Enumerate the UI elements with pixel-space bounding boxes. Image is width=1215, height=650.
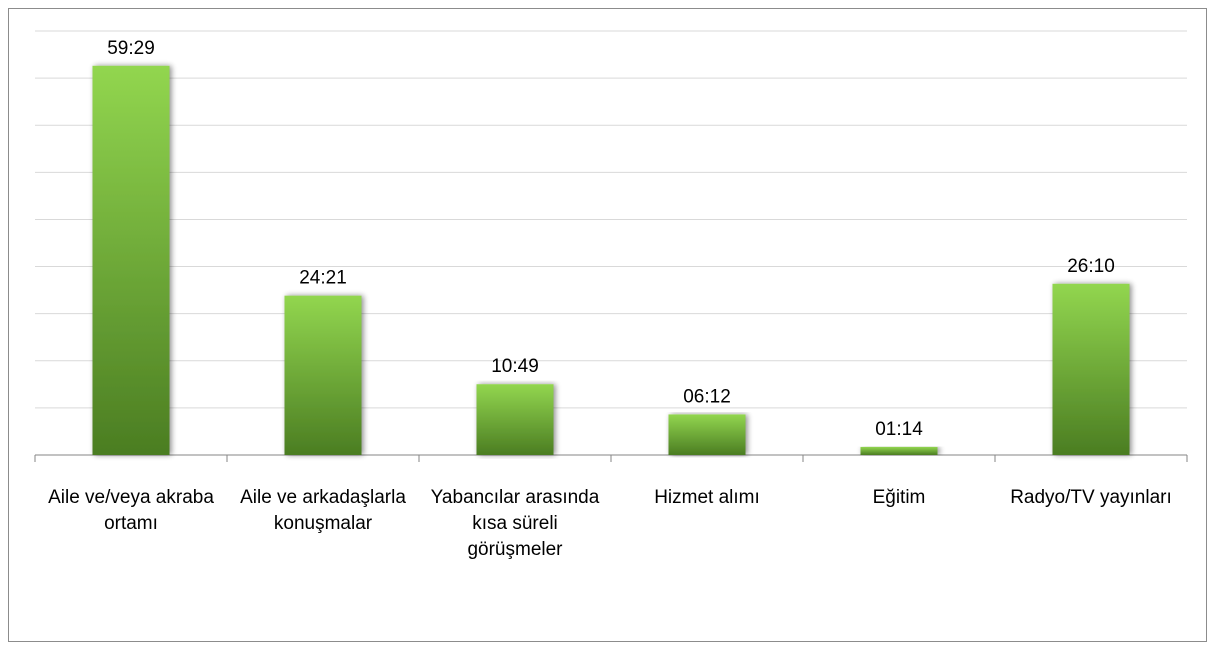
value-label: 26:10 xyxy=(1067,256,1115,277)
x-tick-label: Hizmet alımı xyxy=(654,487,760,508)
value-label: 24:21 xyxy=(299,268,347,289)
value-label: 01:14 xyxy=(875,419,923,440)
bar xyxy=(284,295,362,455)
bar xyxy=(92,65,170,456)
value-label: 59:29 xyxy=(107,38,155,59)
x-tick-label: Eğitim xyxy=(872,487,926,508)
x-tick-label: Yabancılar arasında kısa süreli görüşmel… xyxy=(430,487,600,560)
value-label: 06:12 xyxy=(683,386,731,407)
bar xyxy=(860,446,938,455)
bar xyxy=(1052,283,1130,455)
frame xyxy=(8,8,1207,642)
value-label: 10:49 xyxy=(491,356,539,377)
bar xyxy=(668,414,746,455)
bar xyxy=(476,384,554,455)
x-tick-label: Aile ve arkadaşlarla konuşmalar xyxy=(240,487,406,534)
x-tick-label: Aile ve/veya akraba ortamı xyxy=(48,487,214,534)
x-tick-label: Radyo/TV yayınları xyxy=(1010,487,1172,508)
